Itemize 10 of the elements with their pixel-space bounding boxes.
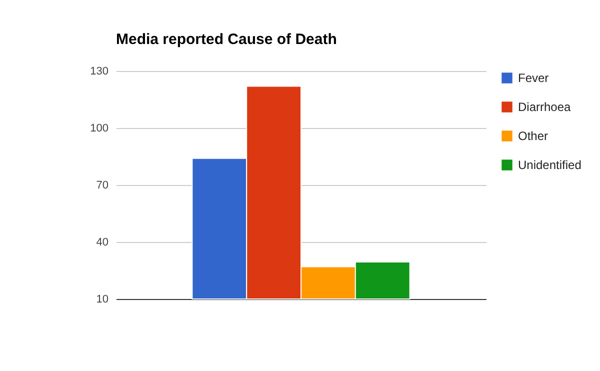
legend-label: Fever <box>518 71 549 85</box>
y-tick-label: 40 <box>96 236 108 248</box>
y-tick-label: 130 <box>90 66 108 78</box>
legend-label: Unidentified <box>518 158 582 172</box>
y-tick-label: 100 <box>90 122 108 134</box>
y-tick-label: 10 <box>96 294 108 306</box>
y-tick-label: 70 <box>96 180 108 192</box>
legend-label: Other <box>518 129 548 143</box>
chart-title: Media reported Cause of Death <box>116 31 337 48</box>
legend-label: Diarrhoea <box>518 100 572 114</box>
